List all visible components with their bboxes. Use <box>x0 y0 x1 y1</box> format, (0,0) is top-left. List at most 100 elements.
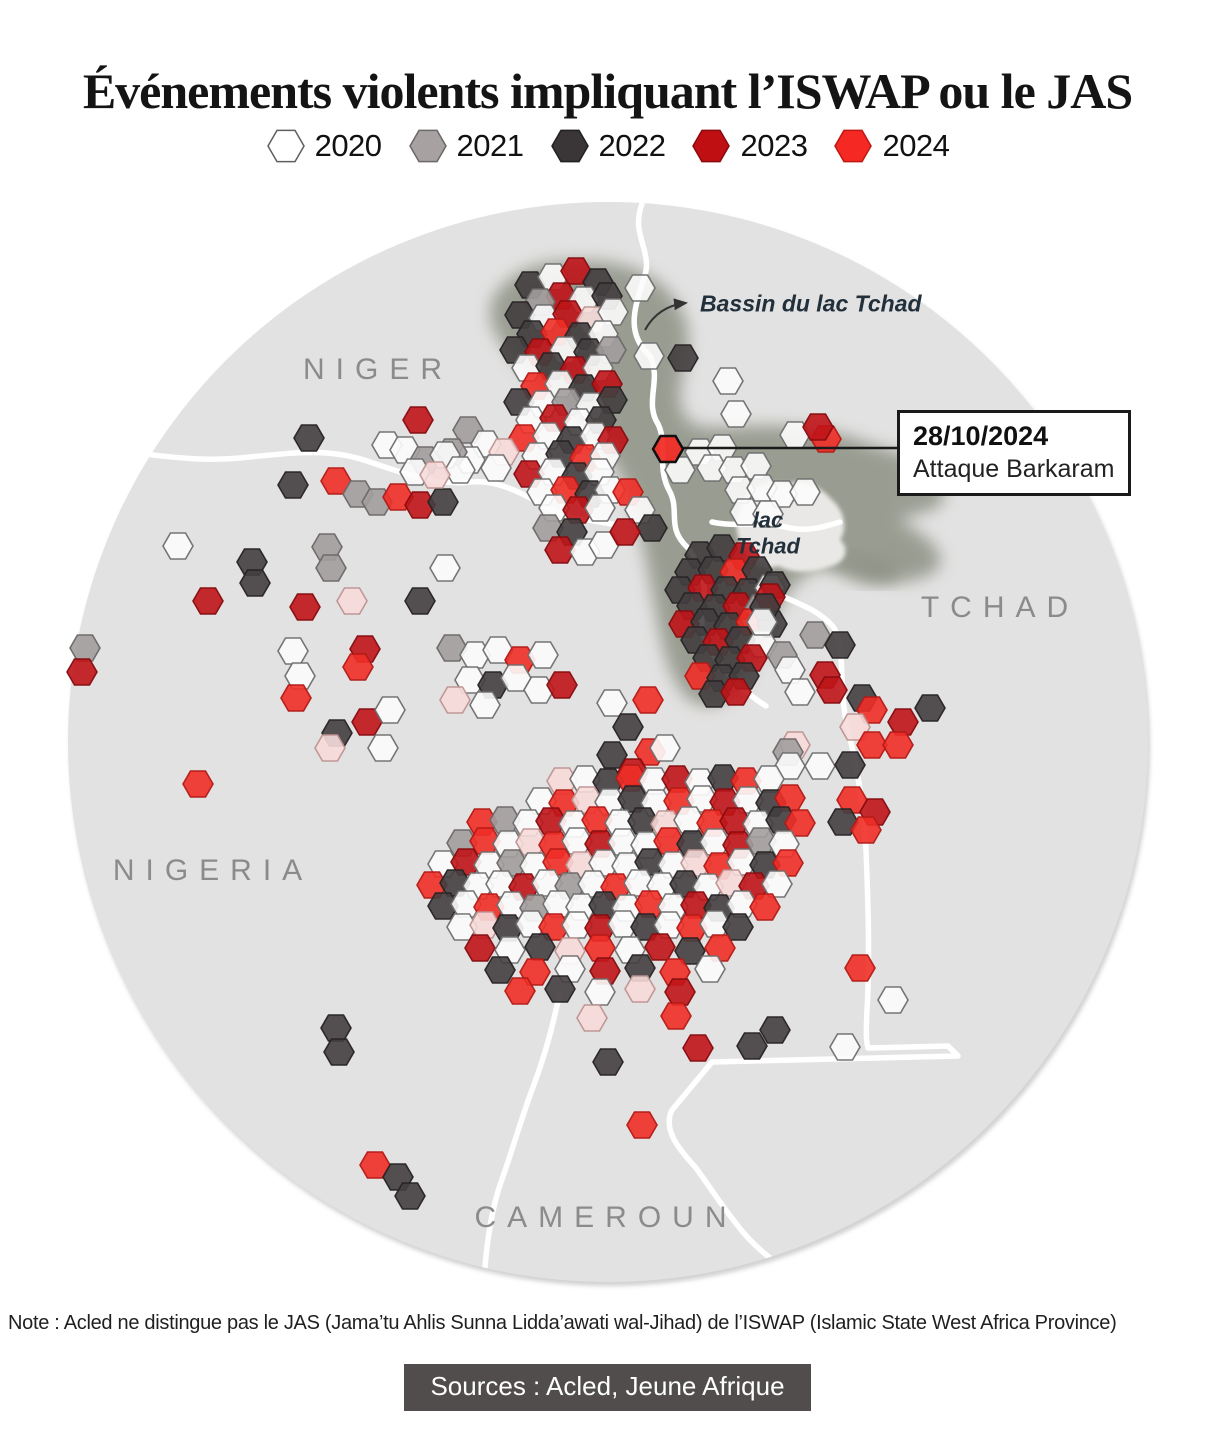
legend-label: 2023 <box>740 128 808 163</box>
sources: Sources : Acled, Jeune Afrique <box>0 1364 1215 1411</box>
event-hexagon <box>850 816 882 844</box>
event-hexagon <box>759 1016 791 1044</box>
legend: 2020 2021 2022 2023 2024 <box>0 128 1215 164</box>
event-hexagon <box>804 752 836 780</box>
event-hexagon <box>323 1038 355 1066</box>
event-hexagon <box>664 456 696 484</box>
event-hexagon <box>752 500 784 528</box>
event-hexagon <box>504 977 536 1005</box>
event-hexagon <box>844 954 876 982</box>
country-border <box>709 519 843 533</box>
event-hexagon <box>342 653 374 681</box>
legend-label: 2024 <box>882 128 950 163</box>
legend-item-2021: 2021 <box>408 128 524 164</box>
event-hexagon <box>289 593 321 621</box>
event-hexagon <box>698 680 730 708</box>
event-hexagon <box>589 957 621 985</box>
event-hexagon <box>429 554 461 582</box>
event-hexagon <box>596 689 628 717</box>
event-hexagon <box>624 274 656 302</box>
event-hexagon <box>69 634 101 662</box>
event-hexagon <box>664 978 696 1006</box>
hexagon-2023-icon <box>692 129 731 163</box>
event-hexagon <box>427 488 459 516</box>
event-hexagon <box>644 933 676 961</box>
event-hexagon <box>784 809 816 837</box>
country-border <box>480 989 563 1282</box>
event-hexagon <box>544 975 576 1003</box>
event-hexagon <box>239 569 271 597</box>
event-hexagon <box>720 400 752 428</box>
event-hexagon <box>192 587 224 615</box>
hexagon-2024-icon <box>834 129 873 163</box>
event-hexagon <box>293 424 325 452</box>
event-hexagon <box>500 664 532 692</box>
event-hexagon <box>419 461 451 489</box>
event-hexagon <box>469 691 501 719</box>
event-hexagon <box>649 734 681 762</box>
event-hexagon <box>284 662 316 690</box>
event-hexagon <box>877 986 909 1014</box>
event-hexagon <box>636 514 668 542</box>
highlighted-event-hexagon <box>651 434 685 464</box>
event-hexagon <box>736 1032 768 1060</box>
country-border <box>666 589 961 1282</box>
event-hexagon <box>722 913 754 941</box>
event-hexagon <box>802 413 834 441</box>
event-hexagon <box>824 631 856 659</box>
event-hexagon <box>315 554 347 582</box>
event-hexagon <box>799 621 831 649</box>
sources-badge: Sources : Acled, Jeune Afrique <box>404 1364 811 1411</box>
event-hexagon <box>280 684 312 712</box>
legend-item-2023: 2023 <box>691 128 808 164</box>
event-hexagon <box>592 1048 624 1076</box>
event-hexagon <box>634 890 666 918</box>
hexagon-2020-icon <box>266 129 305 163</box>
event-hexagon <box>612 713 644 741</box>
event-hexagon <box>367 734 399 762</box>
event-hexagon <box>546 671 578 699</box>
event-hexagon <box>561 911 593 939</box>
lake-chad-basin <box>820 554 901 585</box>
event-hexagon <box>836 786 868 814</box>
event-hexagon <box>746 608 778 636</box>
event-hexagon <box>660 1002 692 1030</box>
legend-label: 2022 <box>598 128 666 163</box>
event-hexagon <box>696 454 728 482</box>
event-hexagon <box>816 676 848 704</box>
event-hexagon <box>789 478 821 506</box>
event-hexagon <box>584 494 616 522</box>
legend-label: 2020 <box>314 128 382 163</box>
event-hexagon <box>66 658 98 686</box>
event-hexagon <box>314 734 346 762</box>
event-hexagon <box>584 934 616 962</box>
event-hexagon <box>524 933 556 961</box>
event-hexagon <box>887 708 919 736</box>
event-hexagon <box>653 911 685 939</box>
event-hexagon <box>482 636 514 664</box>
event-hexagon <box>829 1033 861 1061</box>
event-hexagon <box>277 471 309 499</box>
event-hexagon <box>772 849 804 877</box>
event-hexagon <box>162 532 194 560</box>
event-hexagon <box>336 587 368 615</box>
event-hexagon <box>374 696 406 724</box>
hexagon-2021-icon <box>408 129 447 163</box>
event-hexagon <box>712 367 744 395</box>
event-hexagon <box>402 406 434 434</box>
event-hexagon <box>444 456 476 484</box>
event-hexagon <box>720 678 752 706</box>
event-hexagon <box>450 890 482 918</box>
event-hexagon <box>682 1034 714 1062</box>
event-hexagon <box>277 637 309 665</box>
event-hexagon <box>856 731 888 759</box>
country-border <box>68 448 615 527</box>
event-hexagon <box>882 731 914 759</box>
event-hexagon <box>834 751 866 779</box>
event-hexagon <box>464 934 496 962</box>
event-hexagon <box>394 1182 426 1210</box>
event-hexagon <box>914 694 946 722</box>
event-hexagon <box>320 1014 352 1042</box>
event-hexagon <box>761 870 793 898</box>
